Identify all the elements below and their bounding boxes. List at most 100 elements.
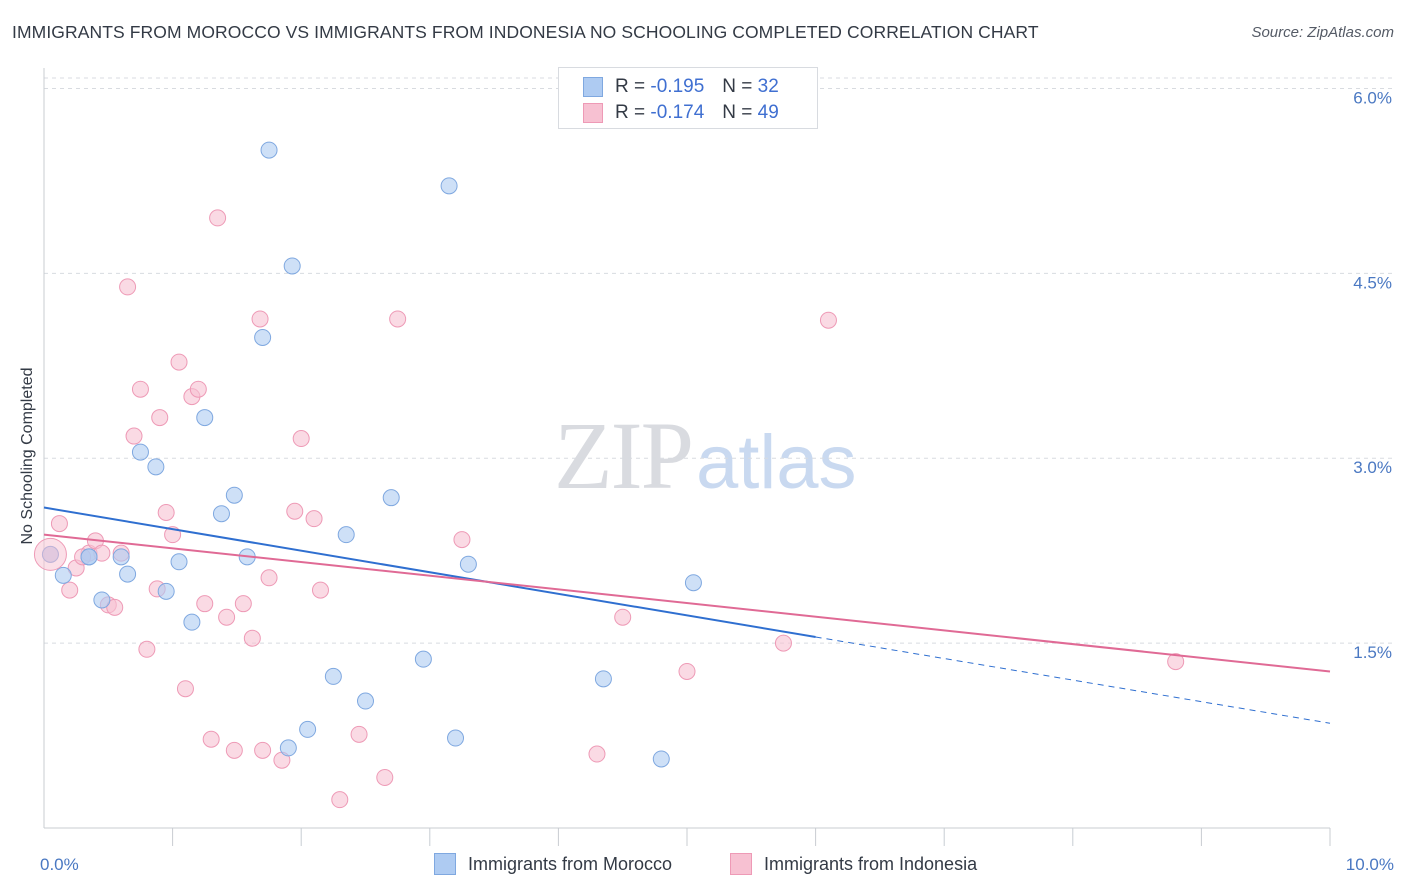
point-morocco [440, 177, 458, 195]
point-indonesia [305, 510, 323, 528]
point-morocco [170, 553, 188, 571]
point-indonesia [125, 427, 143, 445]
point-morocco [183, 613, 201, 631]
point-indonesia [157, 503, 175, 521]
trend-line-morocco [43, 506, 816, 638]
point-indonesia [170, 353, 188, 371]
point-morocco [80, 548, 98, 566]
point-morocco [196, 409, 214, 427]
point-morocco [147, 458, 165, 476]
point-indonesia [251, 310, 269, 328]
legend-swatch-indonesia [583, 103, 603, 123]
point-indonesia [331, 791, 349, 809]
legend-item-indonesia: Immigrants from Indonesia [730, 852, 977, 876]
source-credit: Source: ZipAtlas.com [1251, 24, 1394, 41]
n-label: N = [722, 76, 753, 97]
point-morocco [112, 548, 130, 566]
point-indonesia [189, 380, 207, 398]
x-tick-label: 0.0% [40, 855, 79, 874]
point-morocco [357, 692, 374, 710]
label-layer: 1.5% 3.0% 4.5% 6.0% 0.0% 10.0% [40, 88, 1394, 874]
r-label: R = [615, 102, 646, 123]
point-indonesia [196, 595, 214, 613]
point-morocco [54, 566, 72, 584]
legend-row-morocco: R = -0.195 N = 32 [583, 74, 779, 100]
point-indonesia [254, 741, 272, 759]
r-value-morocco: -0.195 [650, 76, 705, 97]
legend-swatch-morocco [583, 77, 603, 97]
point-indonesia [376, 768, 394, 786]
point-indonesia [151, 409, 169, 427]
point-morocco [447, 729, 465, 747]
n-value-indonesia: 49 [757, 102, 779, 123]
axis-layer [43, 68, 1331, 846]
point-indonesia [286, 502, 304, 520]
point-morocco [324, 667, 342, 685]
point-indonesia [453, 531, 471, 549]
y-tick-label: 1.5% [1353, 643, 1392, 662]
point-indonesia [260, 569, 278, 587]
point-indonesia [1167, 653, 1185, 671]
point-morocco [382, 489, 400, 507]
legend-row-indonesia: R = -0.174 N = 49 [583, 100, 779, 126]
point-indonesia [131, 380, 149, 398]
point-morocco [652, 750, 670, 768]
point-morocco [283, 257, 301, 275]
point-indonesia [50, 515, 68, 533]
legend-item-morocco: Immigrants from Morocco [434, 852, 672, 876]
point-morocco [299, 720, 317, 738]
point-indonesia [292, 430, 310, 448]
point-indonesia [678, 662, 696, 680]
point-indonesia [614, 608, 632, 626]
point-morocco [594, 670, 612, 688]
point-indonesia [61, 581, 79, 599]
point-layer [33, 141, 1185, 809]
trend-layer [43, 506, 1331, 724]
point-indonesia [243, 629, 261, 647]
legend-swatch-indonesia [730, 853, 752, 875]
point-morocco [337, 526, 355, 544]
point-morocco [212, 505, 230, 523]
trend-line-indonesia [43, 533, 1331, 673]
point-indonesia [774, 634, 792, 652]
point-indonesia [350, 725, 368, 743]
point-indonesia [218, 608, 236, 626]
point-morocco [225, 486, 243, 504]
point-indonesia [176, 680, 194, 698]
point-indonesia [138, 640, 156, 658]
point-indonesia [225, 741, 243, 759]
point-indonesia [106, 598, 124, 616]
point-indonesia [311, 581, 329, 599]
r-label: R = [615, 76, 646, 97]
y-tick-label: 3.0% [1353, 458, 1392, 477]
point-indonesia [234, 595, 252, 613]
point-morocco [260, 141, 278, 159]
n-value-morocco: 32 [757, 76, 779, 97]
point-indonesia [119, 278, 137, 296]
point-morocco [254, 328, 272, 346]
n-label: N = [722, 102, 753, 123]
point-morocco [157, 582, 175, 600]
trend-line-morocco-extrapolated [815, 636, 1331, 724]
point-indonesia [202, 730, 220, 748]
point-morocco [459, 555, 477, 573]
y-tick-label: 6.0% [1353, 88, 1392, 107]
legend-swatch-morocco [434, 853, 456, 875]
chart-title: IMMIGRANTS FROM MOROCCO VS IMMIGRANTS FR… [12, 22, 1039, 42]
point-morocco [93, 591, 111, 609]
y-tick-label: 4.5% [1353, 273, 1392, 292]
point-morocco [119, 565, 137, 583]
legend-label-morocco: Immigrants from Morocco [468, 853, 673, 874]
point-indonesia [209, 209, 227, 227]
point-morocco [684, 574, 702, 592]
r-value-indonesia: -0.174 [650, 102, 705, 123]
point-morocco [131, 443, 149, 461]
legend-label-indonesia: Immigrants from Indonesia [764, 853, 978, 874]
point-indonesia [389, 310, 407, 328]
x-tick-label: 10.0% [1346, 855, 1394, 874]
point-morocco [279, 739, 297, 757]
correlation-legend: R = -0.195 N = 32 R = -0.174 N = 49 [558, 67, 818, 129]
point-morocco [414, 650, 432, 668]
point-indonesia [819, 311, 837, 329]
